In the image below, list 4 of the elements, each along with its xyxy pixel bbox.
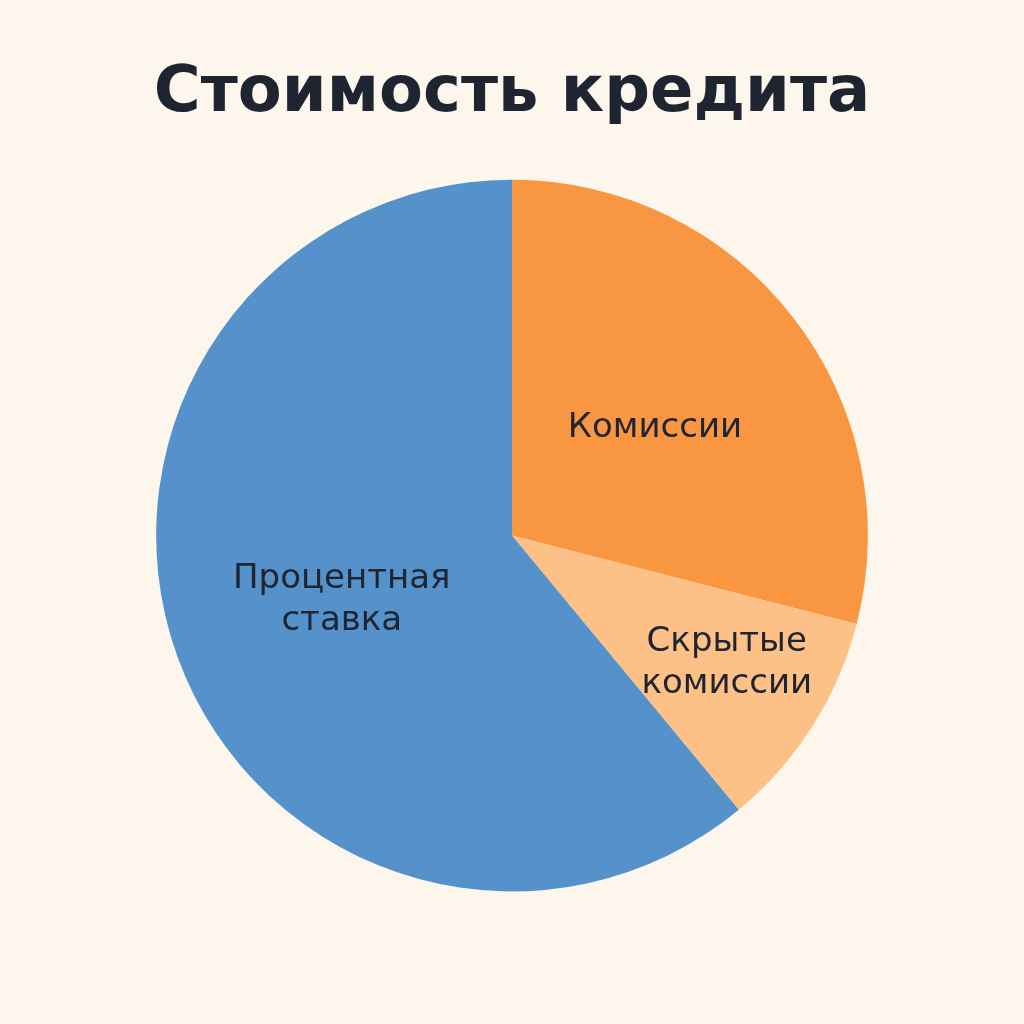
slice-label: Скрытые комиссии	[641, 619, 813, 702]
slice-label: Комиссии	[567, 404, 743, 445]
slice-label: Процентная ставка	[232, 555, 451, 638]
chart-title: Стоимость кредита	[153, 52, 871, 126]
